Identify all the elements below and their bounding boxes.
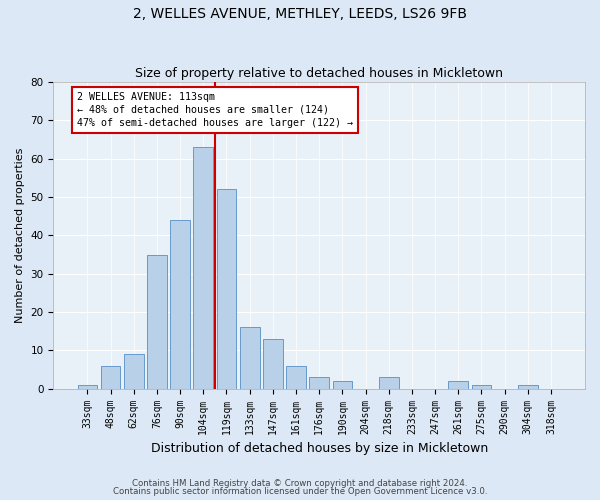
Bar bbox=[170, 220, 190, 388]
Bar bbox=[310, 377, 329, 388]
X-axis label: Distribution of detached houses by size in Mickletown: Distribution of detached houses by size … bbox=[151, 442, 488, 455]
Bar bbox=[240, 328, 260, 388]
Bar bbox=[124, 354, 143, 388]
Bar bbox=[193, 147, 213, 388]
Bar bbox=[263, 339, 283, 388]
Y-axis label: Number of detached properties: Number of detached properties bbox=[15, 148, 25, 323]
Text: Contains HM Land Registry data © Crown copyright and database right 2024.: Contains HM Land Registry data © Crown c… bbox=[132, 478, 468, 488]
Bar bbox=[332, 381, 352, 388]
Title: Size of property relative to detached houses in Mickletown: Size of property relative to detached ho… bbox=[135, 66, 503, 80]
Bar bbox=[77, 385, 97, 388]
Text: Contains public sector information licensed under the Open Government Licence v3: Contains public sector information licen… bbox=[113, 487, 487, 496]
Bar bbox=[518, 385, 538, 388]
Bar bbox=[472, 385, 491, 388]
Text: 2 WELLES AVENUE: 113sqm
← 48% of detached houses are smaller (124)
47% of semi-d: 2 WELLES AVENUE: 113sqm ← 48% of detache… bbox=[77, 92, 353, 128]
Bar bbox=[286, 366, 306, 388]
Bar bbox=[101, 366, 121, 388]
Text: 2, WELLES AVENUE, METHLEY, LEEDS, LS26 9FB: 2, WELLES AVENUE, METHLEY, LEEDS, LS26 9… bbox=[133, 8, 467, 22]
Bar bbox=[448, 381, 468, 388]
Bar bbox=[379, 377, 398, 388]
Bar bbox=[147, 254, 167, 388]
Bar bbox=[217, 190, 236, 388]
